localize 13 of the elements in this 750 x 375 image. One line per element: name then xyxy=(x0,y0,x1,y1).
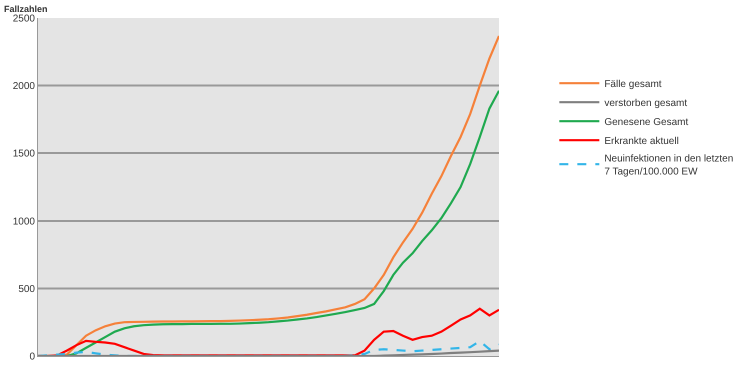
line-series xyxy=(66,90,499,356)
legend-label: Neuinfektionen in den letzten 7 Tagen/100.000 EW xyxy=(604,154,734,178)
y-tick-label: 0 xyxy=(29,352,36,362)
y-tick-label: 500 xyxy=(18,284,36,295)
y-tick-label: 1500 xyxy=(12,148,36,160)
y-tick-label: 2500 xyxy=(12,14,36,24)
legend-label: Genesene Gesamt xyxy=(604,117,688,128)
legend-label: verstorben gesamt xyxy=(604,98,688,110)
legend-label: Erkrankte aktuell xyxy=(604,136,679,148)
y-tick-label: 1000 xyxy=(12,216,36,228)
legend-label: Fälle gesamt xyxy=(604,79,662,90)
y-axis-title: Fallzahlen xyxy=(4,4,48,14)
y-tick-label: 2000 xyxy=(12,81,36,92)
